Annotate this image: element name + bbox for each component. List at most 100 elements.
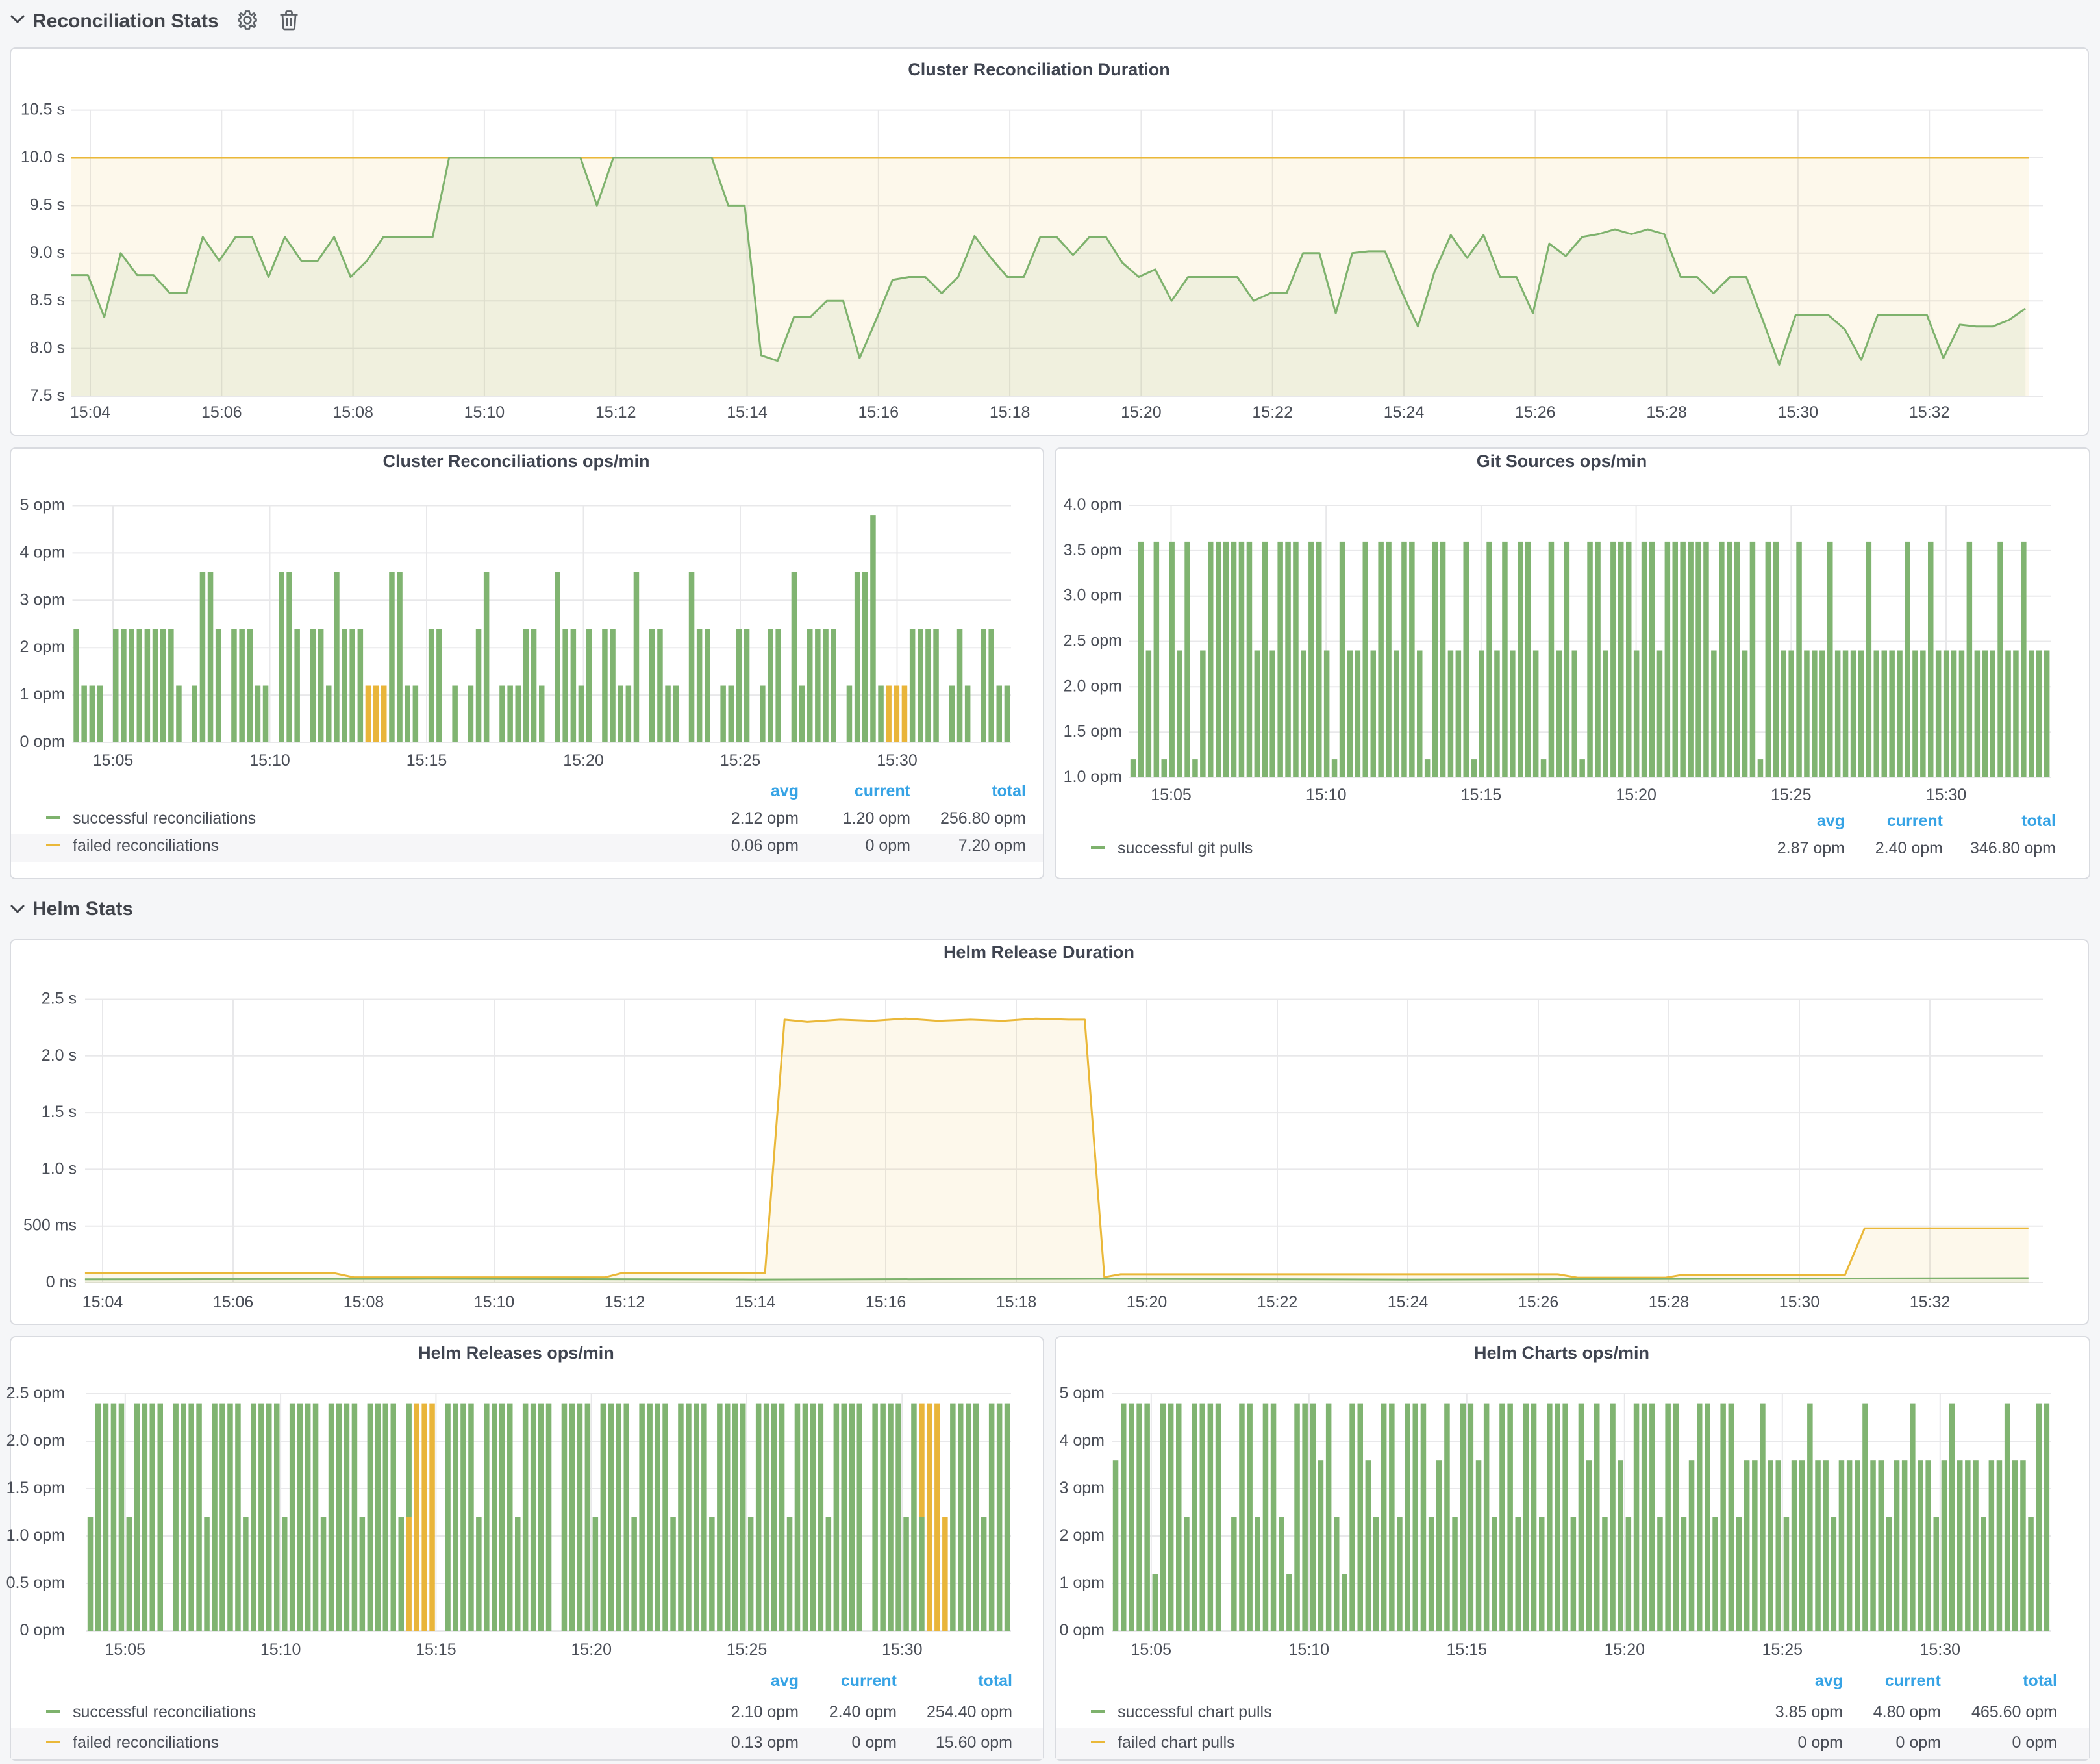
svg-text:current: current (1887, 812, 1944, 830)
svg-text:0 opm: 0 opm (20, 733, 65, 751)
svg-text:15:22: 15:22 (1252, 403, 1293, 422)
svg-text:current: current (855, 782, 911, 800)
svg-text:15:25: 15:25 (727, 1641, 768, 1659)
svg-text:failed reconciliations: failed reconciliations (73, 837, 219, 855)
svg-text:15:05: 15:05 (93, 751, 134, 770)
svg-text:346.80 opm: 346.80 opm (1970, 839, 2056, 857)
svg-text:15:10: 15:10 (1289, 1641, 1330, 1659)
svg-text:failed reconciliations: failed reconciliations (73, 1733, 219, 1752)
svg-text:2.5 s: 2.5 s (42, 990, 77, 1008)
svg-text:15:26: 15:26 (1515, 403, 1556, 422)
svg-text:Helm Release Duration: Helm Release Duration (944, 942, 1134, 962)
svg-text:0 opm: 0 opm (20, 1621, 65, 1639)
svg-text:15:20: 15:20 (571, 1641, 612, 1659)
svg-text:15:25: 15:25 (1762, 1641, 1803, 1659)
svg-text:current: current (1885, 1672, 1942, 1690)
svg-text:1.20 opm: 1.20 opm (843, 809, 910, 827)
svg-text:total: total (978, 1672, 1012, 1690)
svg-text:15:26: 15:26 (1518, 1293, 1559, 1311)
svg-text:Cluster Reconciliations ops/mi: Cluster Reconciliations ops/min (382, 451, 649, 471)
svg-text:15:05: 15:05 (1151, 786, 1192, 804)
svg-text:avg: avg (1815, 1672, 1843, 1690)
svg-text:1.0 opm: 1.0 opm (6, 1526, 65, 1544)
svg-text:15:06: 15:06 (213, 1293, 254, 1311)
svg-text:0.13 opm: 0.13 opm (731, 1733, 799, 1752)
svg-text:15:15: 15:15 (1461, 786, 1502, 804)
svg-text:15:15: 15:15 (406, 751, 447, 770)
svg-text:avg: avg (1817, 812, 1845, 830)
svg-text:15:30: 15:30 (1926, 786, 1967, 804)
svg-text:15:12: 15:12 (595, 403, 636, 422)
svg-text:1.0 opm: 1.0 opm (1064, 768, 1122, 786)
svg-text:2.12 opm: 2.12 opm (731, 809, 799, 827)
svg-text:10.5 s: 10.5 s (21, 101, 65, 119)
svg-text:2.40 opm: 2.40 opm (829, 1703, 897, 1721)
svg-text:Cluster Reconciliation Duratio: Cluster Reconciliation Duration (908, 60, 1170, 79)
svg-text:Helm Releases ops/min: Helm Releases ops/min (418, 1343, 614, 1363)
svg-text:15:24: 15:24 (1384, 403, 1425, 422)
svg-text:15:15: 15:15 (416, 1641, 456, 1659)
svg-text:current: current (841, 1672, 897, 1690)
svg-text:15:25: 15:25 (720, 751, 761, 770)
svg-text:15:30: 15:30 (1779, 1293, 1820, 1311)
svg-text:15:24: 15:24 (1388, 1293, 1429, 1311)
svg-text:15:25: 15:25 (1771, 786, 1812, 804)
svg-text:successful reconciliations: successful reconciliations (73, 1703, 256, 1721)
svg-text:15.60 opm: 15.60 opm (936, 1733, 1012, 1752)
svg-text:5 opm: 5 opm (20, 496, 65, 514)
svg-text:15:28: 15:28 (1646, 403, 1687, 422)
svg-text:15:18: 15:18 (990, 403, 1031, 422)
svg-text:15:32: 15:32 (1909, 403, 1950, 422)
svg-text:15:06: 15:06 (201, 403, 242, 422)
svg-text:15:10: 15:10 (1306, 786, 1347, 804)
svg-text:total: total (2023, 1672, 2057, 1690)
svg-text:1.5 s: 1.5 s (42, 1103, 77, 1121)
svg-text:2 opm: 2 opm (20, 638, 65, 656)
svg-text:0.5 opm: 0.5 opm (6, 1574, 65, 1592)
svg-text:2.5 opm: 2.5 opm (6, 1384, 65, 1402)
svg-text:15:10: 15:10 (260, 1641, 301, 1659)
svg-text:15:18: 15:18 (996, 1293, 1037, 1311)
svg-text:15:30: 15:30 (882, 1641, 923, 1659)
svg-text:15:04: 15:04 (82, 1293, 123, 1311)
svg-text:3.0 opm: 3.0 opm (1064, 586, 1122, 605)
svg-text:15:16: 15:16 (866, 1293, 906, 1311)
svg-text:2 opm: 2 opm (1060, 1526, 1105, 1544)
svg-text:3 opm: 3 opm (1060, 1479, 1105, 1497)
svg-text:2.40 opm: 2.40 opm (1875, 839, 1943, 857)
svg-text:15:22: 15:22 (1257, 1293, 1298, 1311)
svg-text:successful reconciliations: successful reconciliations (73, 809, 256, 827)
svg-text:0 opm: 0 opm (2012, 1733, 2057, 1752)
svg-text:2.0 opm: 2.0 opm (6, 1431, 65, 1450)
svg-text:465.60 opm: 465.60 opm (1971, 1703, 2057, 1721)
svg-text:15:20: 15:20 (1127, 1293, 1168, 1311)
svg-text:15:30: 15:30 (1920, 1641, 1961, 1659)
svg-text:1 opm: 1 opm (1060, 1574, 1105, 1592)
svg-text:0 ns: 0 ns (46, 1273, 77, 1291)
svg-text:15:30: 15:30 (1778, 403, 1819, 422)
svg-text:15:32: 15:32 (1910, 1293, 1951, 1311)
svg-text:15:04: 15:04 (70, 403, 111, 422)
svg-text:1.5 opm: 1.5 opm (1064, 722, 1122, 740)
svg-text:0.06 opm: 0.06 opm (731, 837, 799, 855)
svg-text:Reconciliation Stats: Reconciliation Stats (32, 10, 219, 32)
svg-text:1.5 opm: 1.5 opm (6, 1479, 65, 1497)
svg-text:10.0 s: 10.0 s (21, 148, 65, 166)
svg-text:8.0 s: 8.0 s (30, 339, 65, 357)
svg-text:15:15: 15:15 (1447, 1641, 1488, 1659)
svg-text:15:20: 15:20 (1605, 1641, 1645, 1659)
svg-text:5 opm: 5 opm (1060, 1384, 1105, 1402)
svg-text:4 opm: 4 opm (1060, 1431, 1105, 1450)
svg-text:7.5 s: 7.5 s (30, 386, 65, 405)
svg-text:4 opm: 4 opm (20, 543, 65, 561)
svg-text:9.0 s: 9.0 s (30, 244, 65, 262)
svg-text:2.0 s: 2.0 s (42, 1046, 77, 1065)
svg-text:1.0 s: 1.0 s (42, 1159, 77, 1178)
svg-text:15:10: 15:10 (464, 403, 505, 422)
svg-text:15:10: 15:10 (249, 751, 290, 770)
svg-text:0 opm: 0 opm (1896, 1733, 1941, 1752)
svg-text:2.87 opm: 2.87 opm (1777, 839, 1845, 857)
svg-text:15:20: 15:20 (563, 751, 604, 770)
svg-text:15:08: 15:08 (332, 403, 373, 422)
svg-text:4.80 opm: 4.80 opm (1873, 1703, 1941, 1721)
